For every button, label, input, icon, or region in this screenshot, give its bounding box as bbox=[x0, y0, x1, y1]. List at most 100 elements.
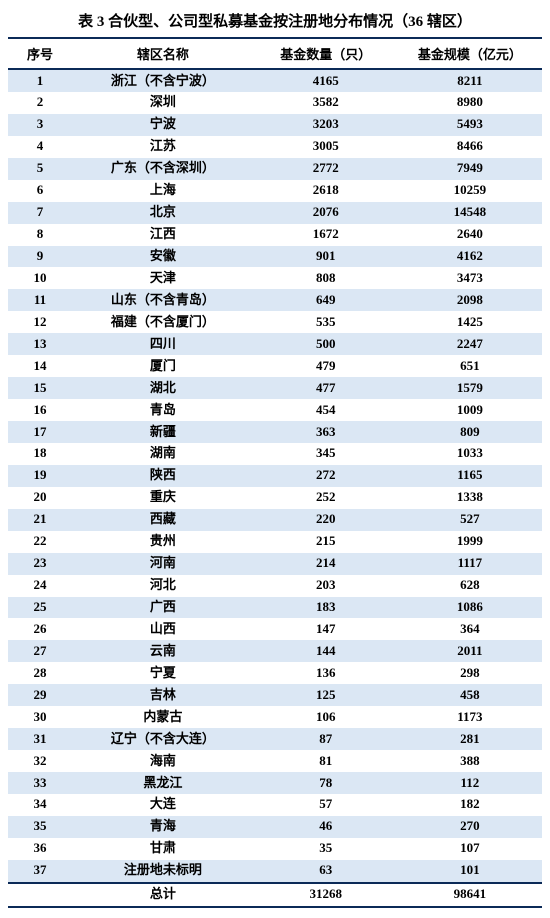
cell-scale: 8211 bbox=[398, 69, 542, 92]
cell-scale: 2640 bbox=[398, 224, 542, 246]
fund-distribution-table: 序号 辖区名称 基金数量（只） 基金规模（亿元） 1浙江（不含宁波）416582… bbox=[8, 37, 542, 908]
table-row: 3宁波32035493 bbox=[8, 114, 542, 136]
table-total-row: 总计3126898641 bbox=[8, 883, 542, 907]
table-row: 35青海46270 bbox=[8, 816, 542, 838]
table-row: 37注册地未标明63101 bbox=[8, 860, 542, 883]
cell-count: 147 bbox=[254, 618, 398, 640]
cell-scale: 14548 bbox=[398, 202, 542, 224]
table-row: 30内蒙古1061173 bbox=[8, 706, 542, 728]
table-row: 9安徽9014162 bbox=[8, 246, 542, 268]
cell-region: 重庆 bbox=[72, 487, 254, 509]
cell-count: 252 bbox=[254, 487, 398, 509]
cell-scale: 1086 bbox=[398, 597, 542, 619]
table-row: 31辽宁（不含大连）87281 bbox=[8, 728, 542, 750]
cell-count: 2076 bbox=[254, 202, 398, 224]
table-row: 1浙江（不含宁波）41658211 bbox=[8, 69, 542, 92]
cell-count: 3582 bbox=[254, 92, 398, 114]
cell-scale: 2098 bbox=[398, 289, 542, 311]
cell-seq: 6 bbox=[8, 180, 72, 202]
cell-count: 215 bbox=[254, 531, 398, 553]
table-row: 4江苏30058466 bbox=[8, 136, 542, 158]
col-header-region: 辖区名称 bbox=[72, 38, 254, 69]
table-header-row: 序号 辖区名称 基金数量（只） 基金规模（亿元） bbox=[8, 38, 542, 69]
table-row: 17新疆363809 bbox=[8, 421, 542, 443]
cell-seq: 15 bbox=[8, 377, 72, 399]
table-row: 12福建（不含厦门）5351425 bbox=[8, 311, 542, 333]
cell-region: 河北 bbox=[72, 575, 254, 597]
table-row: 33黑龙江78112 bbox=[8, 772, 542, 794]
cell-scale: 458 bbox=[398, 684, 542, 706]
cell-region: 山东（不含青岛） bbox=[72, 289, 254, 311]
table-row: 25广西1831086 bbox=[8, 597, 542, 619]
cell-count: 125 bbox=[254, 684, 398, 706]
table-row: 32海南81388 bbox=[8, 750, 542, 772]
total-scale: 98641 bbox=[398, 883, 542, 907]
cell-scale: 1579 bbox=[398, 377, 542, 399]
cell-count: 3005 bbox=[254, 136, 398, 158]
cell-scale: 2247 bbox=[398, 333, 542, 355]
cell-region: 厦门 bbox=[72, 355, 254, 377]
cell-seq: 3 bbox=[8, 114, 72, 136]
table-row: 7北京207614548 bbox=[8, 202, 542, 224]
table-row: 28宁夏136298 bbox=[8, 662, 542, 684]
table-row: 29吉林125458 bbox=[8, 684, 542, 706]
cell-region: 西藏 bbox=[72, 509, 254, 531]
table-row: 36甘肃35107 bbox=[8, 838, 542, 860]
col-header-count: 基金数量（只） bbox=[254, 38, 398, 69]
cell-seq: 33 bbox=[8, 772, 72, 794]
cell-region: 浙江（不含宁波） bbox=[72, 69, 254, 92]
table-row: 24河北203628 bbox=[8, 575, 542, 597]
cell-region: 黑龙江 bbox=[72, 772, 254, 794]
cell-region: 新疆 bbox=[72, 421, 254, 443]
cell-seq: 10 bbox=[8, 267, 72, 289]
cell-scale: 8466 bbox=[398, 136, 542, 158]
cell-seq: 2 bbox=[8, 92, 72, 114]
cell-count: 87 bbox=[254, 728, 398, 750]
cell-region: 广东（不含深圳） bbox=[72, 158, 254, 180]
table-row: 16青岛4541009 bbox=[8, 399, 542, 421]
col-header-seq: 序号 bbox=[8, 38, 72, 69]
cell-seq: 9 bbox=[8, 246, 72, 268]
cell-count: 136 bbox=[254, 662, 398, 684]
cell-seq: 27 bbox=[8, 640, 72, 662]
cell-seq: 29 bbox=[8, 684, 72, 706]
cell-region: 大连 bbox=[72, 794, 254, 816]
cell-scale: 1117 bbox=[398, 553, 542, 575]
cell-region: 辽宁（不含大连） bbox=[72, 728, 254, 750]
cell-count: 479 bbox=[254, 355, 398, 377]
cell-seq: 19 bbox=[8, 465, 72, 487]
cell-scale: 281 bbox=[398, 728, 542, 750]
table-container: 表 3 合伙型、公司型私募基金按注册地分布情况（36 辖区） 序号 辖区名称 基… bbox=[0, 0, 550, 918]
cell-count: 2772 bbox=[254, 158, 398, 180]
table-row: 14厦门479651 bbox=[8, 355, 542, 377]
table-row: 13四川5002247 bbox=[8, 333, 542, 355]
cell-seq: 34 bbox=[8, 794, 72, 816]
table-row: 27云南1442011 bbox=[8, 640, 542, 662]
cell-count: 649 bbox=[254, 289, 398, 311]
cell-region: 四川 bbox=[72, 333, 254, 355]
cell-scale: 651 bbox=[398, 355, 542, 377]
cell-seq: 11 bbox=[8, 289, 72, 311]
cell-count: 78 bbox=[254, 772, 398, 794]
cell-scale: 1009 bbox=[398, 399, 542, 421]
cell-scale: 112 bbox=[398, 772, 542, 794]
cell-seq: 24 bbox=[8, 575, 72, 597]
cell-scale: 298 bbox=[398, 662, 542, 684]
cell-region: 上海 bbox=[72, 180, 254, 202]
cell-seq: 7 bbox=[8, 202, 72, 224]
cell-count: 106 bbox=[254, 706, 398, 728]
table-row: 11山东（不含青岛）6492098 bbox=[8, 289, 542, 311]
cell-region: 河南 bbox=[72, 553, 254, 575]
cell-scale: 1173 bbox=[398, 706, 542, 728]
cell-count: 4165 bbox=[254, 69, 398, 92]
cell-region: 山西 bbox=[72, 618, 254, 640]
col-header-scale: 基金规模（亿元） bbox=[398, 38, 542, 69]
cell-count: 3203 bbox=[254, 114, 398, 136]
cell-seq: 36 bbox=[8, 838, 72, 860]
cell-region: 青岛 bbox=[72, 399, 254, 421]
cell-scale: 107 bbox=[398, 838, 542, 860]
table-row: 2深圳35828980 bbox=[8, 92, 542, 114]
cell-scale: 2011 bbox=[398, 640, 542, 662]
cell-count: 203 bbox=[254, 575, 398, 597]
cell-region: 陕西 bbox=[72, 465, 254, 487]
